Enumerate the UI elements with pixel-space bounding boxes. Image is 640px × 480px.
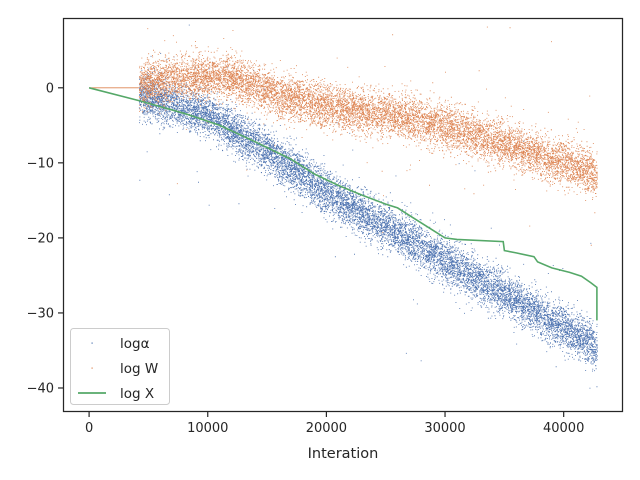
x-tick-label: 20000 xyxy=(306,421,347,436)
series-points-1 xyxy=(138,26,598,246)
y-tick-label: −30 xyxy=(27,306,54,321)
legend-marker-0 xyxy=(91,342,93,344)
plot-frame xyxy=(62,17,624,413)
y-tick-label: −40 xyxy=(27,381,54,396)
legend-label-2: log X xyxy=(120,386,154,402)
legend-frame xyxy=(70,328,170,405)
series-points-0 xyxy=(138,24,598,389)
legend-label-1: log W xyxy=(120,361,158,377)
legend: logα log W log X xyxy=(70,328,170,405)
x-tick-label: 10000 xyxy=(187,421,228,436)
x-tick-label: 0 xyxy=(85,421,93,436)
line-series xyxy=(88,87,598,321)
y-tick-label: 0 xyxy=(46,81,54,96)
series-line-2 xyxy=(88,87,598,321)
legend-marker-1 xyxy=(91,367,93,369)
x-tick-label: 30000 xyxy=(424,421,465,436)
x-axis-label: Interation xyxy=(308,446,379,462)
scatter-points xyxy=(89,24,598,389)
legend-label-0: logα xyxy=(120,336,150,352)
y-tick-label: −20 xyxy=(27,231,54,246)
y-axis: 0 −10 −20 −30 −40 xyxy=(27,81,63,396)
x-tick-label: 40000 xyxy=(543,421,584,436)
series-points-path xyxy=(138,67,598,372)
series-points-path xyxy=(138,38,598,201)
y-tick-label: −10 xyxy=(27,156,54,171)
x-axis: 0 10000 20000 30000 40000 xyxy=(85,412,584,436)
